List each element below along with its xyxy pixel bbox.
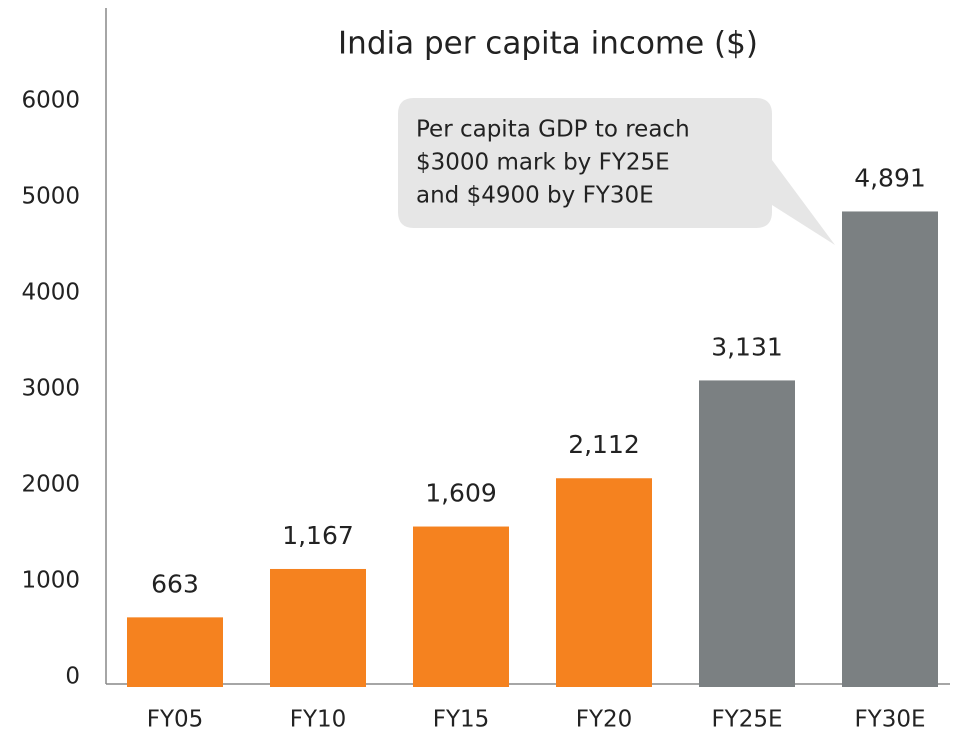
y-tick-label: 2000 [21, 472, 80, 498]
y-tick-label: 3000 [21, 376, 80, 402]
value-label: 1,167 [282, 521, 354, 550]
callout-text: Per capita GDP to reach [416, 117, 690, 143]
value-label: 663 [151, 569, 199, 598]
bar [556, 478, 652, 687]
value-label: 1,609 [425, 479, 497, 508]
x-tick-label: FY15 [433, 707, 490, 733]
chart-title: India per capita income ($) [338, 26, 758, 62]
y-tick-label: 4000 [21, 280, 80, 306]
x-tick-label: FY20 [576, 707, 633, 733]
callout-text: and $4900 by FY30E [416, 183, 654, 209]
bar [270, 568, 366, 687]
x-tick-label: FY10 [290, 707, 347, 733]
y-tick-label: 6000 [21, 88, 80, 114]
callout-text: $3000 mark by FY25E [416, 150, 670, 176]
x-tick-label: FY25E [711, 707, 782, 733]
bar [842, 211, 938, 688]
bar [413, 526, 509, 687]
x-tick-label: FY05 [147, 707, 204, 733]
y-tick-label: 0 [65, 664, 80, 690]
value-label: 4,891 [854, 163, 926, 192]
callout-bubble [398, 98, 835, 245]
value-label: 3,131 [711, 332, 783, 361]
bar [699, 380, 795, 687]
value-label: 2,112 [568, 430, 640, 459]
bar [127, 617, 223, 687]
x-tick-label: FY30E [854, 707, 925, 733]
y-tick-label: 5000 [21, 184, 80, 210]
y-tick-label: 1000 [21, 568, 80, 594]
